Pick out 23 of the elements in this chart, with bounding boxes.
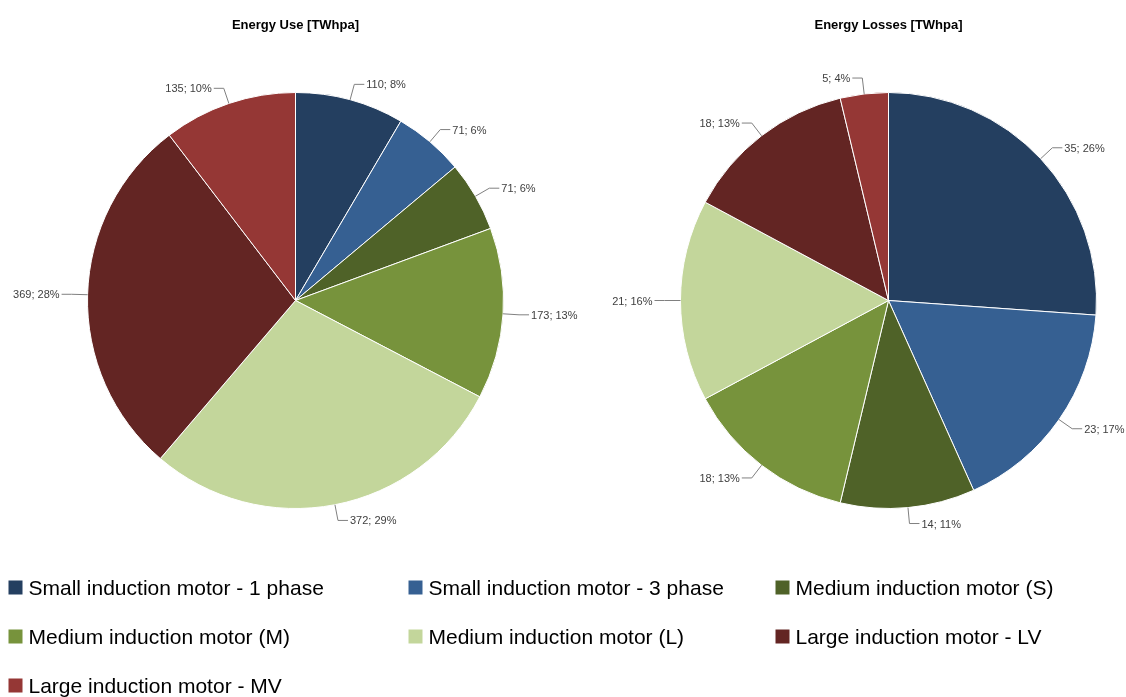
data-label: 110; 8% xyxy=(366,78,407,91)
legend-label: Small induction motor - 3 phase xyxy=(428,576,724,599)
data-label: 18; 13% xyxy=(699,471,741,484)
data-label: 369; 28% xyxy=(13,288,60,301)
legend-label: Medium induction motor (S) xyxy=(795,576,1054,599)
legend-label: Medium induction motor (L) xyxy=(428,625,685,648)
data-label: 173; 13% xyxy=(531,308,578,321)
legend-label: Medium induction motor (M) xyxy=(28,625,290,648)
legend-label: Small induction motor - 1 phase xyxy=(28,576,324,599)
data-label: 135; 10% xyxy=(165,82,212,95)
data-label: 23; 17% xyxy=(1084,422,1125,435)
legend-label: Large induction motor - MV xyxy=(28,674,282,697)
data-label: 14; 11% xyxy=(921,517,962,530)
data-label: 21; 16% xyxy=(612,294,653,307)
slice-label: Energy Use [TWhpa] xyxy=(231,17,360,32)
legend-label: Large induction motor - LV xyxy=(795,625,1042,648)
data-label: 18; 13% xyxy=(699,117,741,130)
data-label: 71; 6% xyxy=(501,182,536,195)
slice-label: Energy Losses [TWhpa] xyxy=(814,17,963,32)
data-label: 71; 6% xyxy=(452,123,487,136)
data-label: 5; 4% xyxy=(822,72,851,85)
data-label: 35; 26% xyxy=(1064,141,1105,154)
data-label: 372; 29% xyxy=(349,514,397,527)
